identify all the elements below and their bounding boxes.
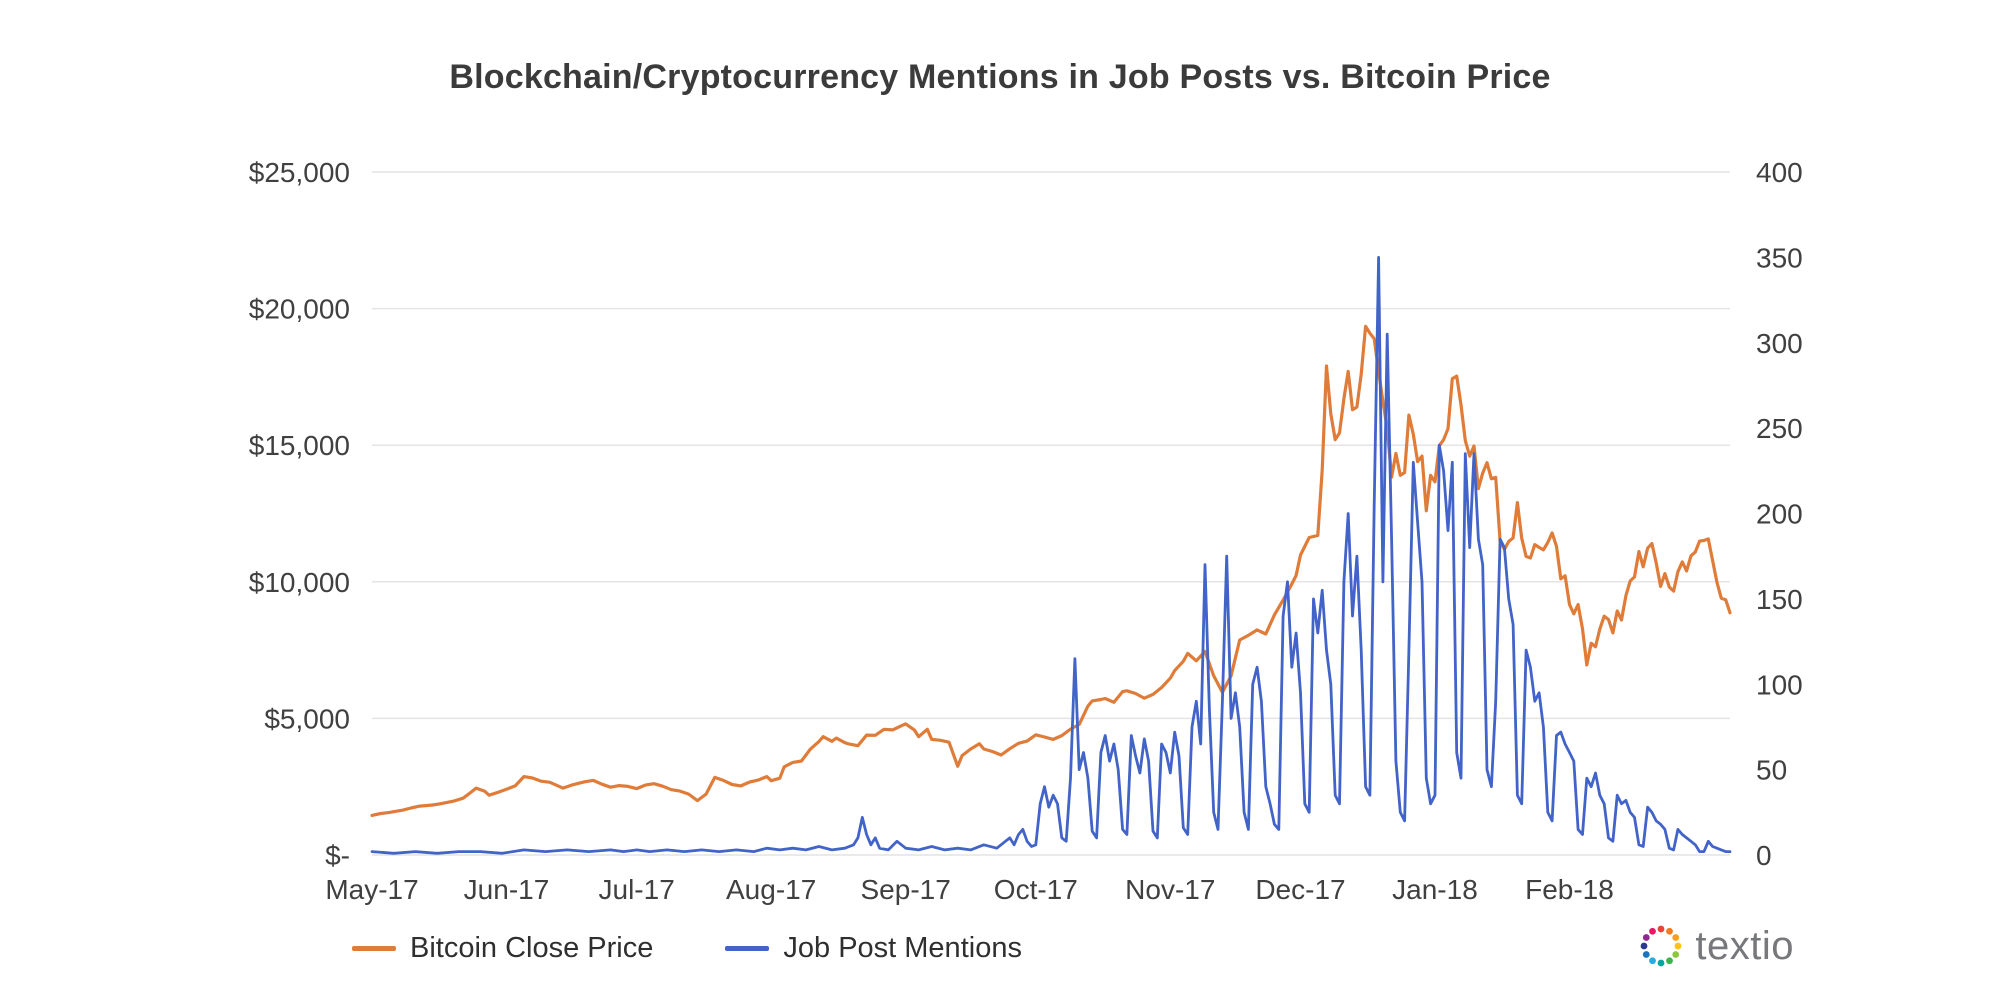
left-axis-tick-label: $10,000 [249, 567, 350, 598]
right-axis-tick-label: 350 [1756, 242, 1803, 273]
textio-ring-icon [1640, 925, 1682, 967]
textio-logo: textio [1637, 922, 1794, 970]
chart-legend: Bitcoin Close Price Job Post Mentions [352, 932, 1022, 965]
textio-wordmark: textio [1695, 923, 1794, 968]
x-axis-tick-label: Oct-17 [994, 874, 1078, 905]
left-axis-tick-label: $5,000 [264, 703, 350, 734]
bitcoin-line-swatch-icon [352, 946, 396, 951]
logo-ring-dot [1649, 957, 1657, 965]
left-axis-tick-label: $- [325, 840, 350, 871]
legend-label-bitcoin: Bitcoin Close Price [410, 932, 654, 964]
logo-ring-dot [1657, 925, 1665, 933]
right-axis-tick-label: 250 [1756, 413, 1803, 444]
logo-ring-dot [1672, 934, 1680, 941]
x-axis-tick-label: Jan-18 [1392, 874, 1478, 905]
left-axis-tick-label: $20,000 [249, 294, 350, 325]
x-axis-tick-label: Jun-17 [464, 874, 550, 905]
mentions-line-swatch-icon [725, 946, 770, 951]
x-axis-tick-label: May-17 [325, 874, 418, 905]
right-axis-tick-label: 400 [1756, 157, 1803, 188]
chart-title: Blockchain/Cryptocurrency Mentions in Jo… [449, 58, 1551, 96]
x-axis-tick-label: Jul-17 [599, 874, 675, 905]
legend-item-bitcoin: Bitcoin Close Price [352, 932, 653, 965]
logo-ring-dot [1666, 927, 1674, 935]
left-axis-tick-label: $25,000 [249, 157, 350, 188]
logo-ring-dot [1672, 951, 1680, 958]
right-axis-tick-label: 150 [1756, 584, 1803, 615]
job-post-mentions-line [370, 255, 1732, 855]
right-axis-tick-label: 0 [1756, 840, 1772, 871]
logo-ring-dot [1666, 957, 1674, 965]
right-axis-tick-label: 200 [1756, 499, 1803, 530]
logo-ring-dot [1643, 934, 1651, 941]
x-axis-tick-label: Nov-17 [1125, 874, 1215, 905]
logo-ring-dot [1657, 959, 1665, 967]
logo-ring-dot [1649, 927, 1657, 935]
right-axis-tick-label: 50 [1756, 755, 1787, 786]
logo-ring-dot [1674, 942, 1682, 950]
legend-item-mentions: Job Post Mentions [725, 932, 1022, 965]
x-axis-tick-label: Dec-17 [1255, 874, 1345, 905]
x-axis-tick-label: Sep-17 [861, 874, 951, 905]
logo-ring-dot [1640, 942, 1648, 950]
x-axis-tick-label: Feb-18 [1525, 874, 1614, 905]
left-axis-tick-label: $15,000 [249, 430, 350, 461]
right-axis-tick-label: 100 [1756, 669, 1803, 700]
legend-label-mentions: Job Post Mentions [783, 932, 1022, 964]
right-axis-tick-label: 300 [1756, 328, 1803, 359]
logo-ring-dot [1643, 951, 1651, 958]
x-axis-tick-label: Aug-17 [726, 874, 816, 905]
bitcoin-price-line [370, 324, 1732, 818]
